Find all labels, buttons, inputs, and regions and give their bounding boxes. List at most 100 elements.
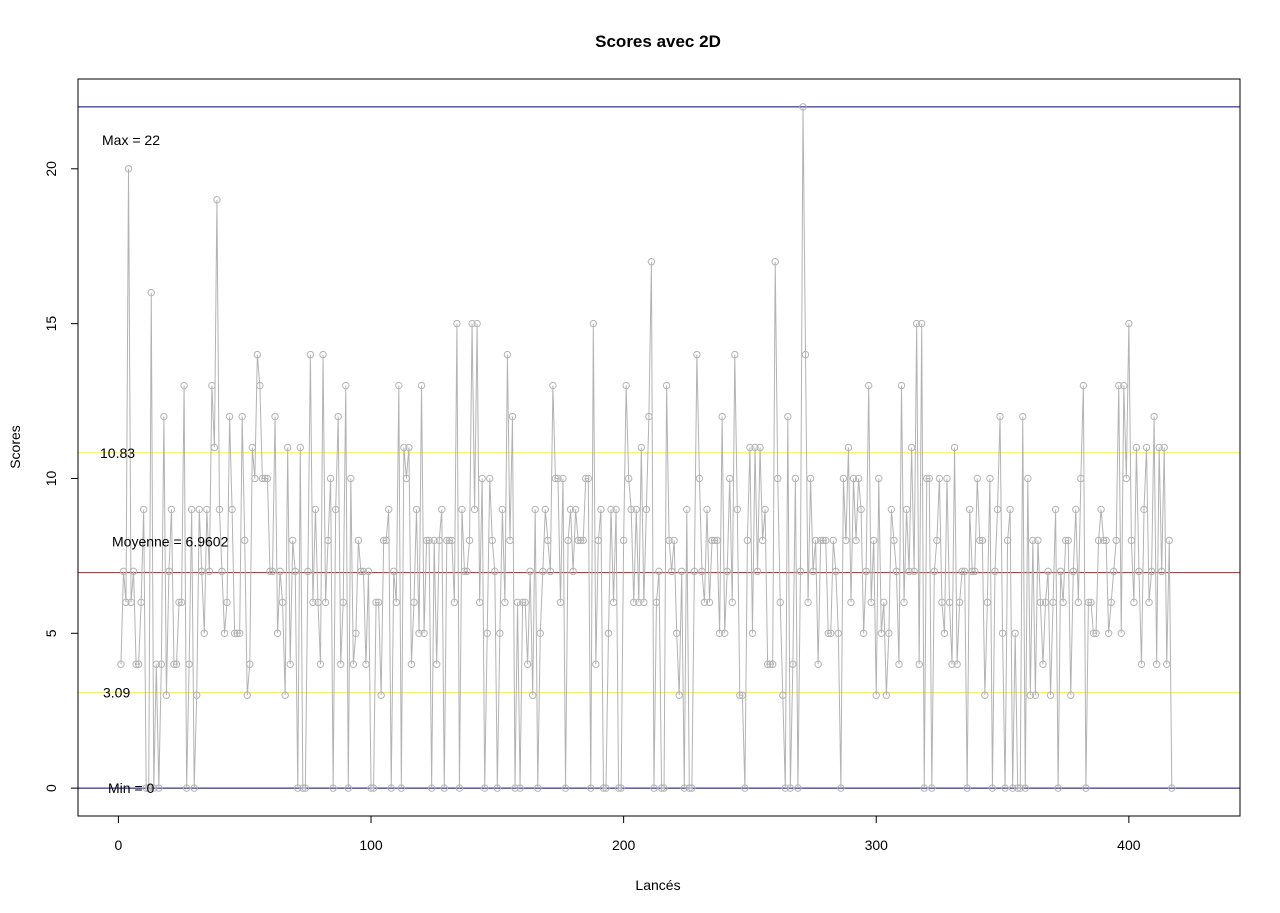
data-point (582, 474, 590, 483)
data-point (498, 505, 507, 514)
data-point (766, 660, 774, 668)
reference-label: Min = 0 (108, 780, 155, 796)
data-point (678, 567, 686, 576)
data-point (546, 567, 555, 576)
data-point (152, 660, 161, 668)
data-point (1104, 629, 1113, 637)
data-point (776, 598, 784, 607)
data-point (1059, 598, 1067, 607)
data-point (597, 505, 605, 514)
data-point (314, 598, 322, 607)
series-layer (117, 103, 1176, 792)
data-point (549, 381, 557, 390)
data-point (587, 784, 595, 792)
data-point (910, 567, 918, 576)
data-point (246, 660, 254, 668)
data-point (718, 412, 726, 421)
data-point (599, 784, 608, 792)
data-point (963, 784, 971, 792)
data-point (943, 474, 951, 483)
data-point (157, 660, 166, 668)
data-point (862, 567, 870, 576)
data-point (801, 350, 810, 359)
data-point (326, 474, 335, 483)
data-point (930, 567, 939, 576)
data-point (928, 784, 936, 792)
data-point (746, 443, 754, 452)
series-line (120, 106, 1173, 789)
data-point (1130, 598, 1138, 607)
data-point (311, 505, 320, 514)
data-point (1099, 536, 1108, 545)
data-point (506, 536, 514, 545)
data-point (213, 196, 221, 204)
data-point (362, 660, 370, 668)
data-point (814, 660, 822, 668)
data-point (1142, 443, 1151, 452)
data-point (475, 598, 484, 607)
data-point (1115, 381, 1123, 390)
data-point (541, 505, 550, 514)
data-point (1044, 567, 1052, 576)
data-point (973, 474, 981, 483)
data-point (642, 505, 651, 514)
data-point (1155, 443, 1163, 452)
data-point (445, 536, 454, 545)
data-point (1150, 412, 1158, 421)
data-point (619, 536, 628, 545)
data-point (175, 598, 183, 607)
data-point (842, 536, 850, 545)
data-point (529, 691, 537, 699)
data-point (496, 629, 504, 637)
data-point (185, 660, 193, 668)
data-point (640, 598, 648, 607)
data-point (905, 567, 913, 576)
data-point (885, 629, 893, 637)
data-point (1077, 474, 1085, 483)
data-point (983, 598, 992, 607)
data-point (450, 598, 459, 607)
data-point (925, 474, 933, 483)
data-point (569, 567, 577, 576)
data-point (758, 536, 767, 545)
data-point (465, 536, 474, 545)
data-point (488, 536, 496, 545)
data-point (799, 103, 807, 111)
data-point (1041, 598, 1050, 607)
data-point (402, 474, 411, 483)
data-point (715, 629, 724, 637)
data-point (427, 784, 436, 792)
data-point (1122, 474, 1131, 483)
data-point (991, 567, 999, 576)
data-point (958, 567, 966, 576)
data-point (875, 474, 883, 483)
data-point (940, 629, 949, 637)
data-point (354, 536, 363, 545)
data-point (352, 629, 360, 637)
data-point (811, 536, 820, 545)
data-point (433, 660, 441, 668)
data-point (129, 567, 138, 576)
data-point (660, 784, 668, 792)
data-point (225, 412, 234, 421)
data-point (215, 505, 224, 514)
data-point (228, 505, 236, 514)
data-point (887, 505, 896, 514)
data-point (864, 381, 873, 390)
data-point (379, 536, 388, 545)
data-point (1087, 598, 1095, 607)
data-point (680, 784, 688, 792)
data-point (832, 567, 840, 576)
data-point (210, 443, 219, 452)
data-point (872, 691, 880, 699)
data-point (665, 536, 673, 545)
data-point (561, 784, 570, 792)
data-point (890, 536, 898, 545)
data-point (657, 784, 666, 792)
data-point (1062, 536, 1070, 545)
data-point (774, 474, 782, 483)
data-point (726, 474, 734, 483)
data-point (187, 505, 196, 514)
data-point (998, 629, 1007, 637)
